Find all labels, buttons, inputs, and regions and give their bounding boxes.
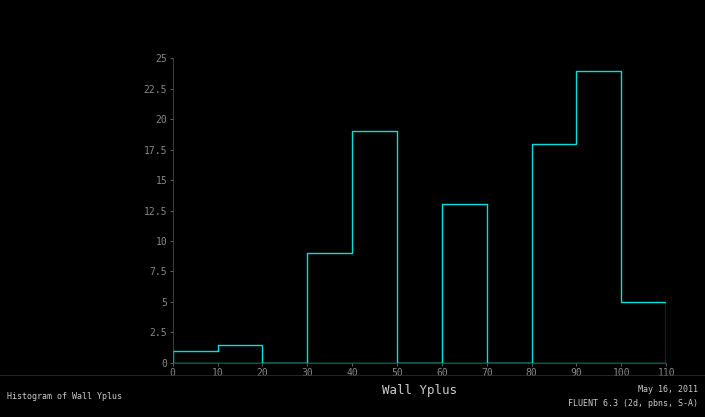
Text: FLUENT 6.3 (2d, pbns, S-A): FLUENT 6.3 (2d, pbns, S-A): [568, 399, 698, 408]
Text: May 16, 2011: May 16, 2011: [638, 385, 698, 394]
Text: Histogram of Wall Yplus: Histogram of Wall Yplus: [7, 392, 122, 401]
X-axis label: Wall Yplus: Wall Yplus: [382, 384, 457, 397]
